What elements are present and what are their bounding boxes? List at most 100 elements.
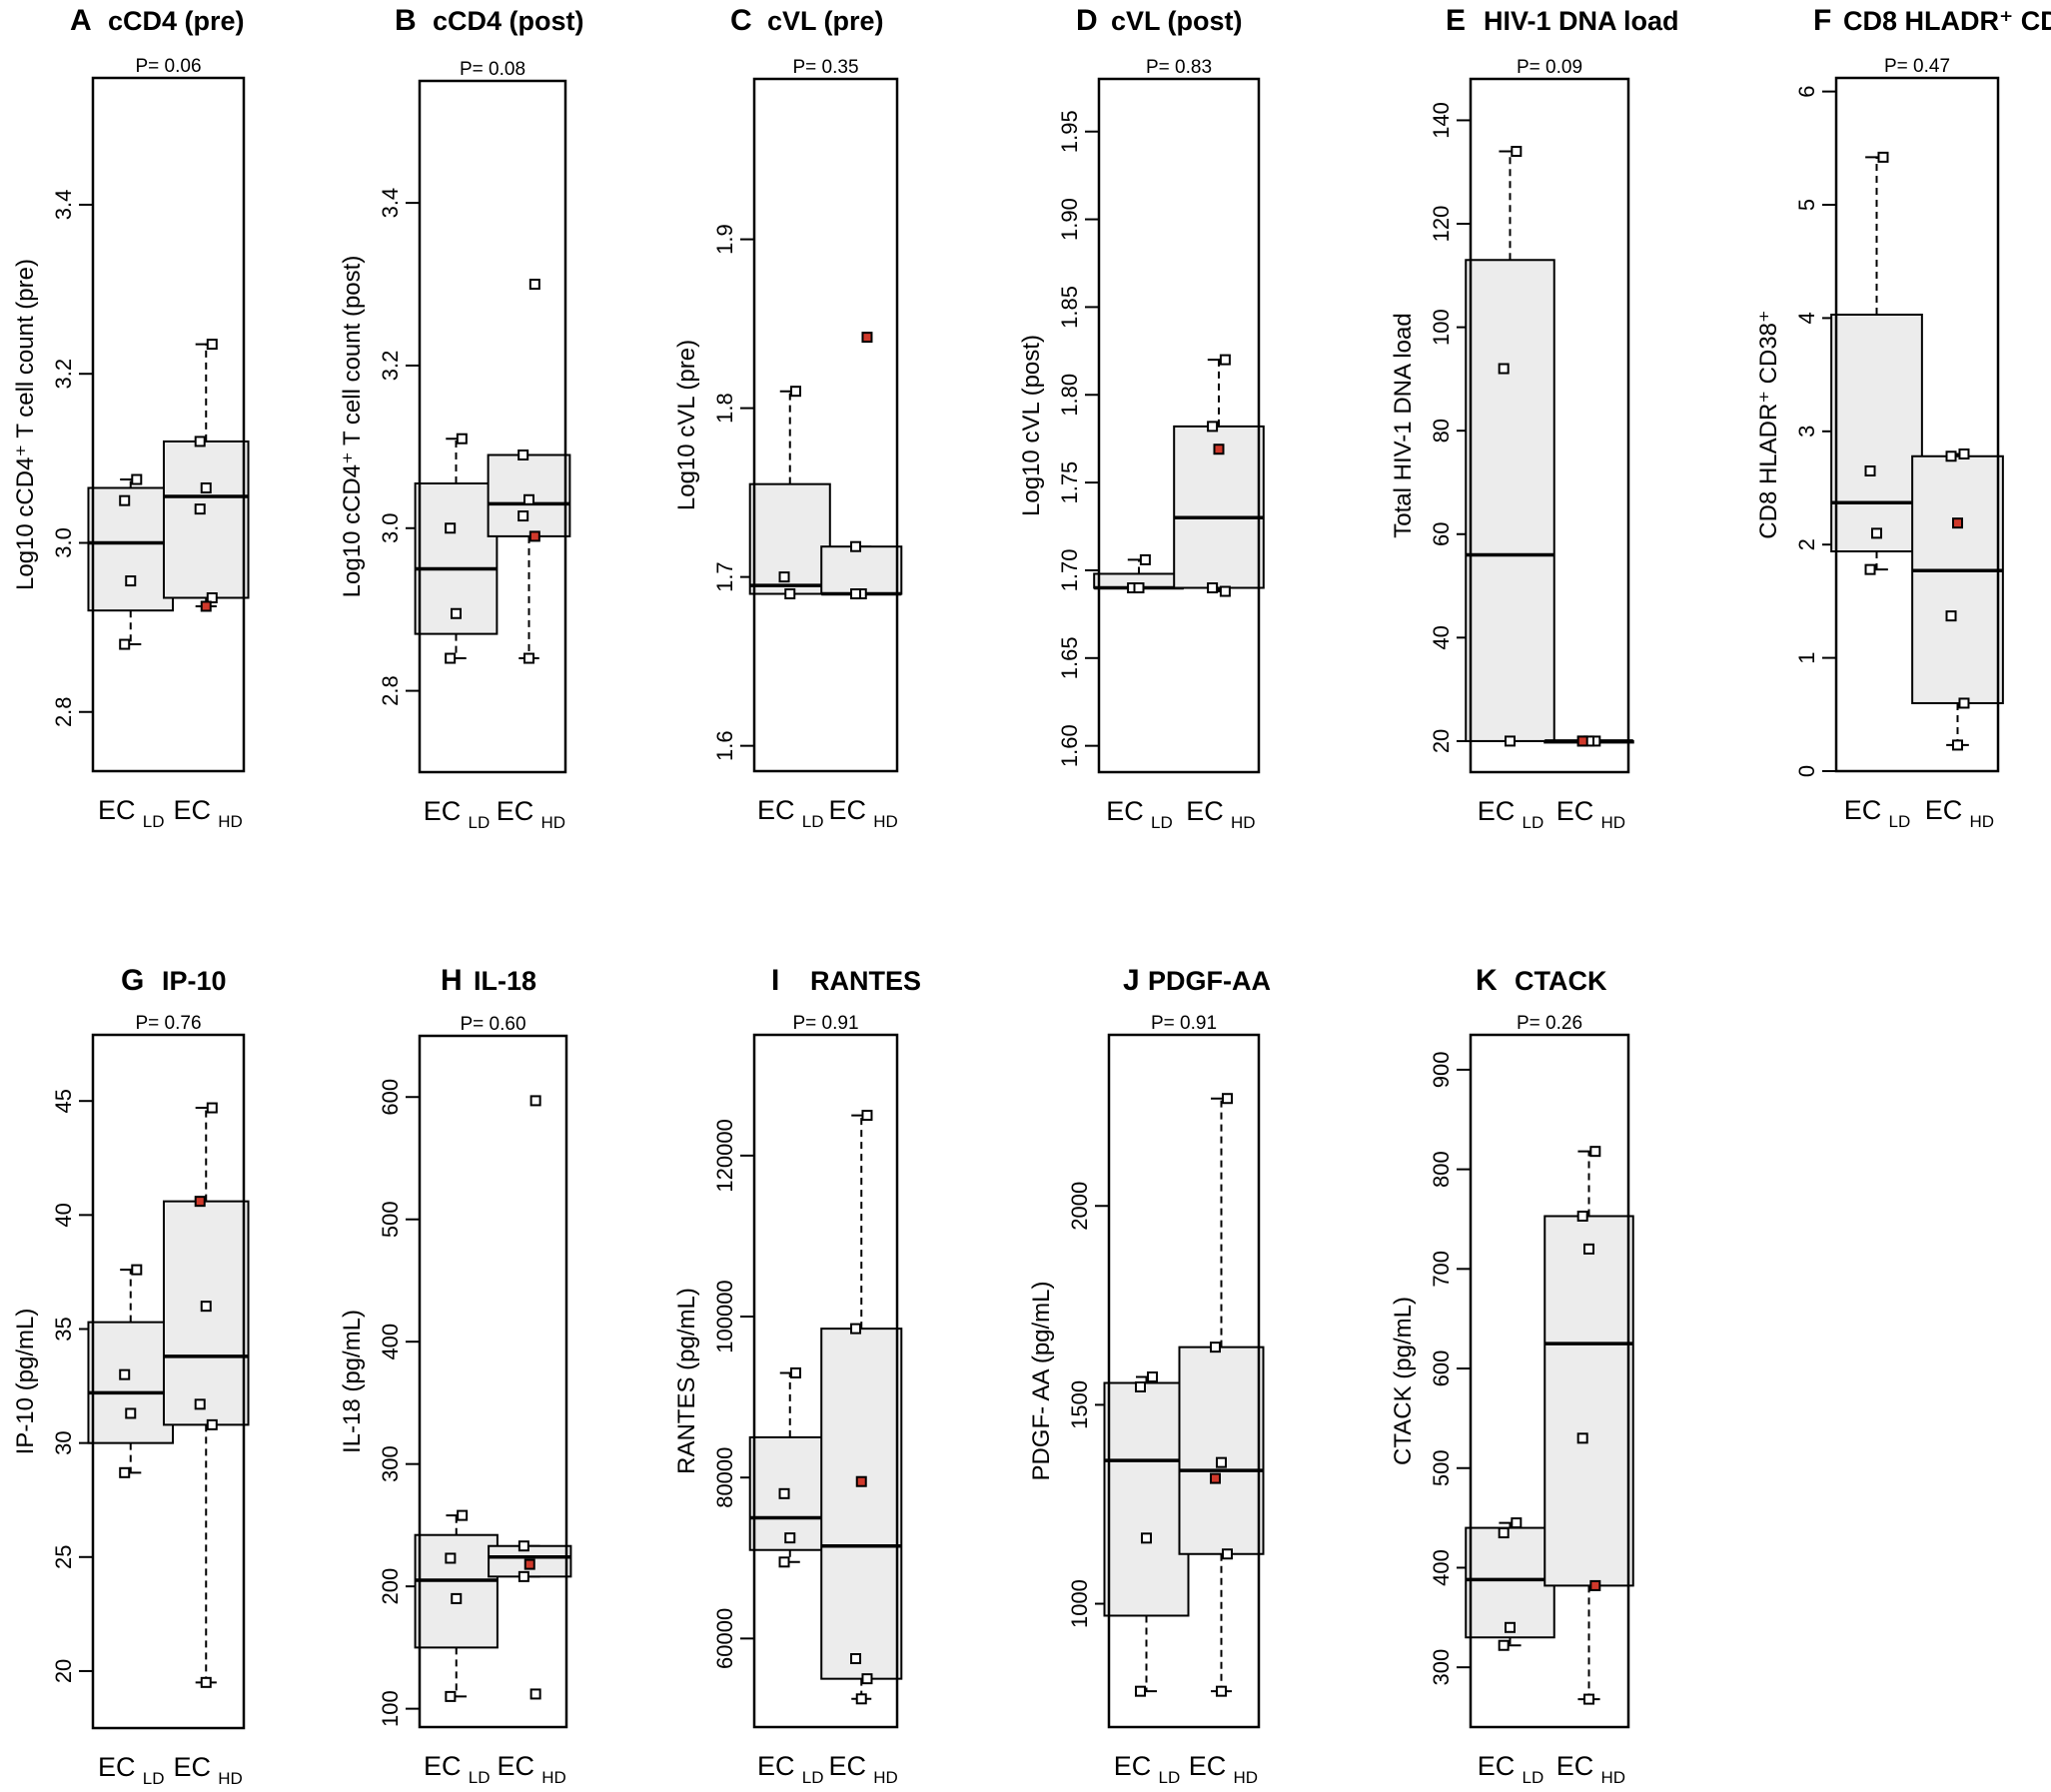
y-axis-label: Log10 cCD4⁺ T cell count (pre) xyxy=(12,259,39,590)
y-tick-label: 2 xyxy=(1794,538,1819,550)
group-LD: EC LD xyxy=(1103,1371,1190,1787)
data-point xyxy=(528,279,540,291)
data-point xyxy=(523,652,534,664)
data-point-highlight xyxy=(1210,1472,1221,1484)
data-point xyxy=(445,652,457,664)
data-point-highlight xyxy=(528,530,540,542)
y-tick-label: 1 xyxy=(1794,651,1819,663)
plot-frame xyxy=(1107,1033,1261,1729)
group-label: EC xyxy=(1556,796,1594,826)
panel-letter: A xyxy=(70,4,92,37)
y-tick-label: 1.7 xyxy=(712,561,737,592)
panel-title: PDGF-AA xyxy=(1148,966,1271,996)
y-tick-label: 3.0 xyxy=(378,512,403,543)
y-tick-label: 3 xyxy=(1794,426,1819,438)
panel-J: J PDGF-AA P= 0.91 1000 1500 2000 PDGF- AA (pg/… xyxy=(1028,964,1271,1787)
iqr-box xyxy=(87,1321,175,1444)
data-point xyxy=(529,1688,541,1700)
plot-frame xyxy=(752,77,899,773)
data-point xyxy=(131,1264,143,1276)
data-point-highlight xyxy=(861,332,873,344)
y-tick-label: 5 xyxy=(1794,199,1819,211)
y-tick-label: 0 xyxy=(1794,765,1819,777)
group-HD: EC HD xyxy=(1173,354,1265,832)
group-HD: EC HD xyxy=(1178,1093,1265,1787)
y-tick-label: 300 xyxy=(1429,1649,1454,1686)
plot-frame xyxy=(418,79,567,774)
group-label-subscript: LD xyxy=(1151,813,1173,832)
group-label: EC xyxy=(497,1751,534,1781)
plot-frame xyxy=(1097,77,1261,774)
data-point-highlight xyxy=(200,600,212,612)
group-label-subscript: LD xyxy=(802,1768,824,1787)
panel-letter: B xyxy=(395,4,417,37)
y-tick-label: 1.8 xyxy=(712,393,737,424)
data-point xyxy=(1583,1693,1594,1705)
group-label: EC xyxy=(757,795,795,825)
y-tick-label: 30 xyxy=(51,1430,76,1454)
group-label-subscript: HD xyxy=(1970,812,1995,831)
data-point xyxy=(1505,735,1516,747)
iqr-box xyxy=(1103,1381,1190,1617)
iqr-box xyxy=(748,482,831,595)
iqr-box xyxy=(1465,1526,1555,1639)
panel-letter: G xyxy=(121,964,144,997)
y-tick-label: 120000 xyxy=(712,1119,737,1192)
group-LD: EC LD xyxy=(748,1366,831,1787)
p-value: P= 0.76 xyxy=(135,1013,201,1034)
data-point xyxy=(1958,697,1970,709)
data-point xyxy=(1589,1146,1601,1158)
data-point xyxy=(1139,553,1151,565)
group-label-subscript: HD xyxy=(218,812,243,831)
group-LD: EC LD xyxy=(748,386,831,831)
panel-title: CD8 HLADR⁺ CD38⁺ xyxy=(1843,6,2051,36)
plot-frame xyxy=(1469,1033,1630,1729)
data-point xyxy=(789,1366,801,1378)
y-tick-label: 80000 xyxy=(712,1447,737,1508)
y-tick-label: 1.70 xyxy=(1057,549,1082,592)
data-point xyxy=(1135,1685,1146,1697)
p-value: P= 0.91 xyxy=(792,1013,858,1034)
group-LD: EC LD xyxy=(414,1509,499,1787)
iqr-box xyxy=(414,1533,499,1649)
data-point xyxy=(1864,563,1876,575)
y-tick-label: 400 xyxy=(1429,1549,1454,1586)
group-label: EC xyxy=(1189,1751,1227,1781)
group-label: EC xyxy=(173,1752,211,1782)
group-label: EC xyxy=(1186,796,1224,826)
y-tick-label: 1500 xyxy=(1067,1380,1092,1429)
group-label-subscript: HD xyxy=(1601,1768,1626,1787)
data-point xyxy=(850,1323,862,1335)
group-label: EC xyxy=(424,1751,462,1781)
data-point xyxy=(1576,1210,1588,1222)
panel-title: HIV-1 DNA load xyxy=(1484,6,1679,36)
p-value: P= 0.26 xyxy=(1517,1013,1582,1034)
panel-K: K CTACK P= 0.26 300 400 500 600 700 800 900 CTACK … xyxy=(1390,964,1634,1787)
y-axis-label: CTACK (pg/mL) xyxy=(1390,1297,1417,1465)
y-tick-label: 40 xyxy=(51,1203,76,1227)
y-tick-label: 25 xyxy=(51,1545,76,1569)
data-point xyxy=(855,1693,867,1705)
iqr-box xyxy=(162,1200,250,1426)
data-point xyxy=(119,1368,131,1380)
panel-title: cVL (post) xyxy=(1111,6,1243,36)
group-label-subscript: HD xyxy=(873,812,898,831)
y-tick-label: 80 xyxy=(1429,419,1454,443)
y-tick-label: 100 xyxy=(378,1690,403,1727)
plot-frame xyxy=(752,1033,899,1729)
iqr-box xyxy=(820,1328,903,1680)
data-point-highlight xyxy=(1952,517,1963,529)
group-LD: EC LD xyxy=(1093,553,1185,832)
y-tick-label: 1.80 xyxy=(1057,374,1082,417)
panel-title: IP-10 xyxy=(162,966,227,996)
data-point xyxy=(517,1570,529,1582)
group-label-subscript: LD xyxy=(1889,812,1911,831)
data-point xyxy=(1498,1639,1510,1651)
iqr-box xyxy=(87,486,175,612)
data-point xyxy=(789,386,801,398)
iqr-box xyxy=(1830,314,1923,553)
data-point xyxy=(194,503,206,515)
y-axis-label: PDGF- AA (pg/mL) xyxy=(1028,1281,1055,1480)
data-point xyxy=(194,436,206,448)
